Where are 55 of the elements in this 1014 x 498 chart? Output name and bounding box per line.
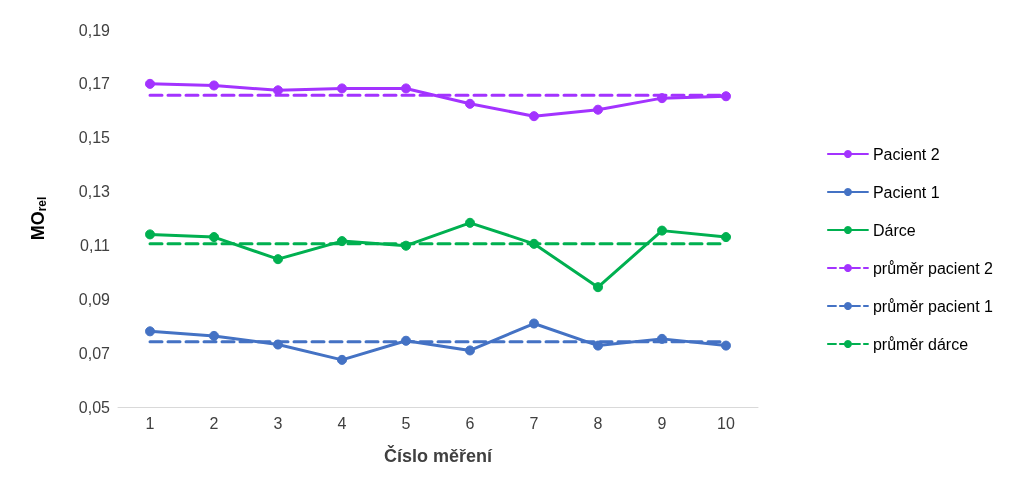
y-tick-label: 0,09 (78, 290, 111, 308)
legend-label: průměr pacient 1 (872, 297, 994, 315)
point (209, 330, 219, 341)
x-axis-title: Číslo měření (383, 445, 494, 466)
point (145, 229, 155, 240)
point (593, 340, 603, 351)
point (401, 240, 411, 251)
point (657, 333, 667, 344)
x-tick-label: 3 (273, 414, 283, 432)
point (529, 111, 539, 122)
point (721, 91, 731, 102)
point (273, 339, 283, 350)
point (529, 238, 539, 249)
legend-label: Dárce (872, 221, 916, 239)
point (593, 282, 603, 293)
point (465, 217, 475, 228)
x-tick-label: 10 (717, 414, 735, 432)
x-tick-label: 6 (465, 414, 475, 432)
y-tick-label: 0,13 (78, 183, 111, 201)
legend-label: průměr pacient 2 (872, 259, 994, 277)
y-tick-label: 0,11 (80, 236, 111, 254)
point (657, 93, 667, 104)
legend-label: Pacient 1 (872, 183, 940, 201)
x-tick-label: 7 (529, 414, 539, 432)
x-tick-label: 9 (657, 414, 667, 432)
y-tick-label: 0,19 (78, 21, 111, 39)
point (721, 232, 731, 243)
point (465, 98, 475, 109)
point (145, 78, 155, 89)
point (657, 225, 667, 236)
point (337, 354, 347, 365)
point (401, 335, 411, 346)
point (337, 83, 347, 94)
legend-label: Pacient 2 (872, 145, 940, 163)
x-tick-label: 4 (337, 414, 347, 432)
x-tick-label: 5 (401, 414, 411, 432)
x-tick-label: 8 (593, 414, 603, 432)
x-tick-label: 1 (145, 414, 155, 432)
x-tick-label: 2 (209, 414, 219, 432)
point (721, 340, 731, 351)
point (273, 254, 283, 265)
y-axis-title: MOrel (28, 196, 49, 241)
point (465, 345, 475, 356)
point (401, 83, 411, 94)
point (145, 326, 155, 337)
point (337, 236, 347, 247)
y-tick-label: 0,05 (78, 398, 111, 416)
point (209, 80, 219, 91)
point (209, 232, 219, 243)
y-tick-label: 0,07 (78, 344, 111, 362)
point (593, 104, 603, 115)
y-tick-label: 0,17 (78, 75, 111, 93)
y-tick-label: 0,15 (78, 129, 111, 147)
point (529, 318, 539, 329)
legend-label: průměr dárce (872, 335, 969, 353)
